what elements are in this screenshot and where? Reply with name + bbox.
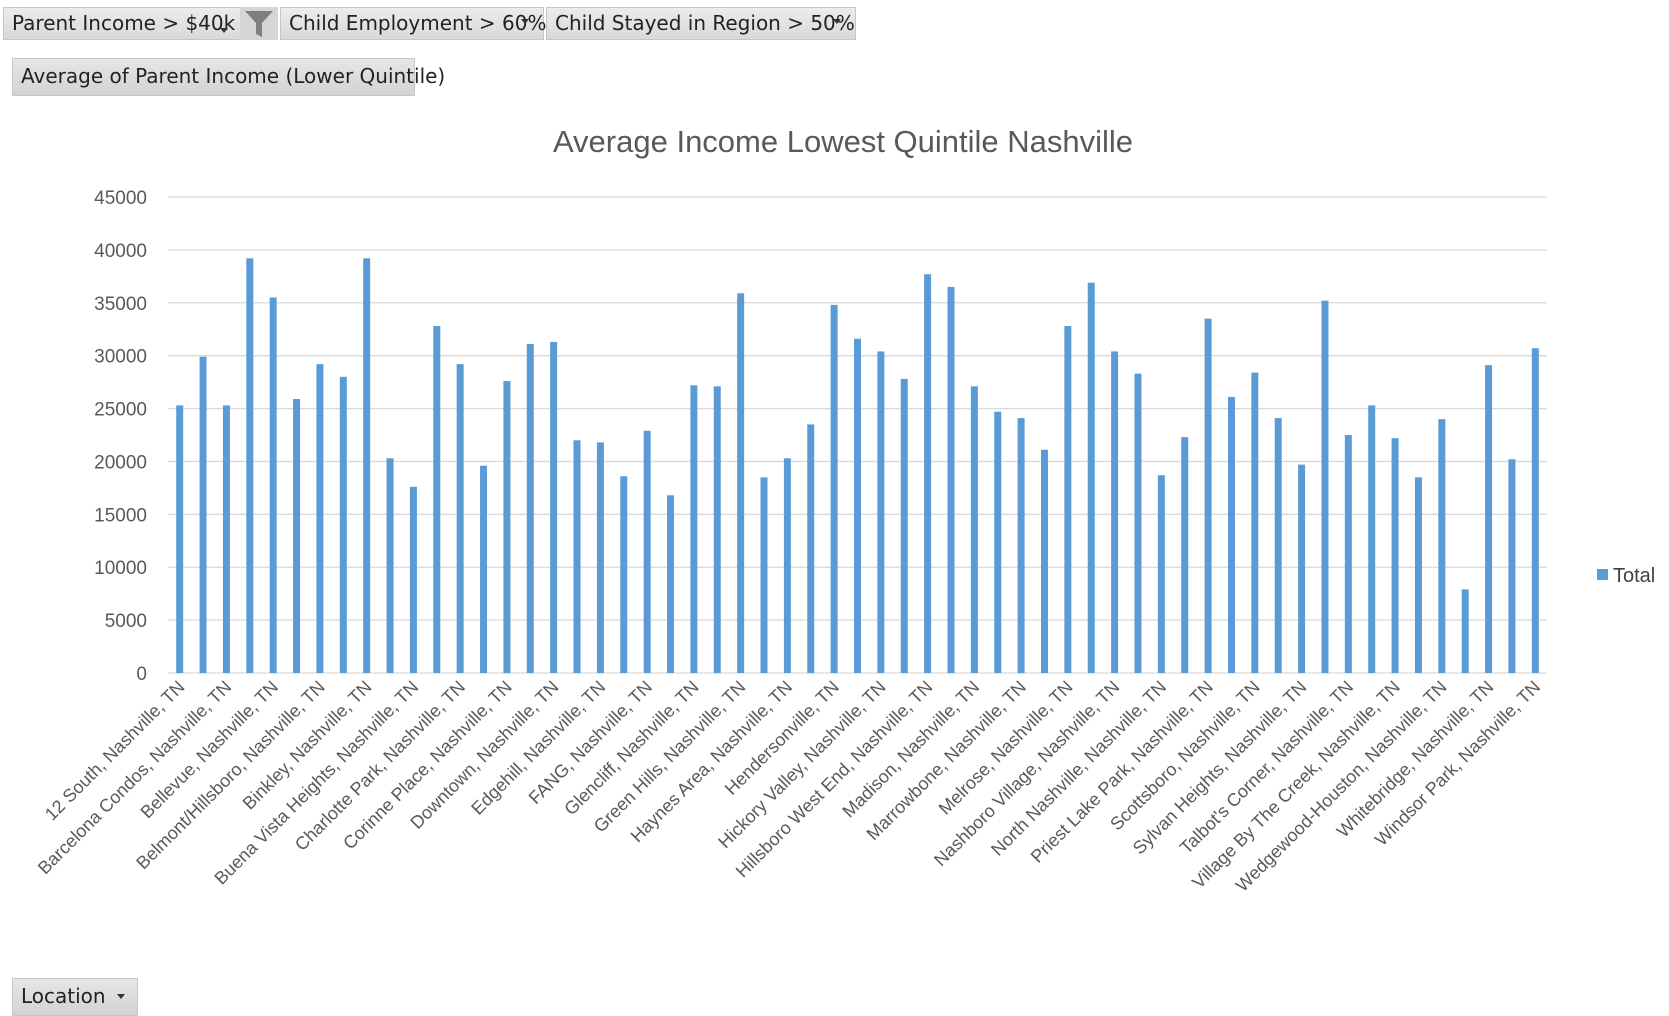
bar — [293, 399, 301, 673]
value-field-button[interactable]: Average of Parent Income (Lower Quintile… — [12, 58, 445, 96]
bar — [1298, 464, 1306, 673]
y-tick-label: 40000 — [94, 241, 147, 262]
chevron-down-icon — [220, 28, 228, 33]
bar — [1485, 365, 1493, 673]
bar — [1111, 351, 1119, 673]
x-tick-label: Charlotte Park, Nashville, TN — [291, 677, 469, 855]
bar — [900, 378, 908, 673]
axis-field-label: Location — [21, 984, 106, 1008]
y-tick-label: 30000 — [94, 347, 147, 368]
bar — [433, 326, 441, 673]
bar — [526, 344, 534, 673]
bar — [363, 258, 371, 673]
value-field-label: Average of Parent Income (Lower Quintile… — [21, 64, 446, 88]
bar — [830, 304, 838, 673]
bar — [620, 476, 628, 673]
bar — [222, 405, 230, 673]
bar — [456, 364, 464, 673]
bar — [807, 424, 815, 673]
bar — [1414, 477, 1422, 673]
bar — [854, 338, 861, 673]
bar — [386, 458, 394, 673]
bar — [176, 405, 184, 673]
y-tick-label: 45000 — [94, 188, 147, 209]
bar — [1321, 300, 1329, 673]
bar — [269, 297, 277, 673]
bar — [667, 495, 675, 673]
bar — [1181, 437, 1189, 673]
chevron-down-icon — [833, 19, 841, 24]
bar — [1204, 318, 1212, 673]
filter-parent-income-label: Parent Income > $40k — [12, 11, 236, 35]
filter-child-employment-label: Child Employment > 60% — [289, 11, 547, 35]
bar — [1344, 435, 1352, 673]
x-tick-label: Barcelona Condos, Nashville, TN — [34, 677, 235, 878]
filter-child-employment[interactable]: Child Employment > 60% — [280, 7, 547, 40]
bar — [1134, 373, 1142, 673]
bar — [1508, 459, 1516, 673]
chevron-down-icon — [117, 994, 125, 999]
bar — [924, 274, 932, 673]
bar — [550, 341, 558, 673]
bar — [1274, 418, 1282, 673]
legend-label: Total — [1613, 565, 1655, 587]
filter-child-stayed[interactable]: Child Stayed in Region > 50% — [546, 7, 856, 40]
bar — [339, 376, 347, 673]
y-tick-label: 5000 — [105, 611, 147, 632]
bar — [713, 386, 721, 673]
bar — [1461, 589, 1469, 673]
bar — [503, 381, 511, 673]
axis-field-button[interactable]: Location — [12, 978, 138, 1016]
bar — [1017, 418, 1025, 673]
y-tick-label: 15000 — [94, 505, 147, 526]
bar — [947, 286, 955, 673]
chevron-down-icon — [521, 19, 529, 24]
filter-child-stayed-label: Child Stayed in Region > 50% — [555, 11, 855, 35]
y-tick-label: 10000 — [94, 558, 147, 579]
bar — [877, 351, 885, 673]
bar — [573, 440, 581, 673]
bar — [1391, 438, 1399, 673]
bar — [690, 385, 698, 673]
bar — [760, 477, 768, 673]
bar — [596, 442, 604, 673]
bar — [246, 258, 254, 673]
bar — [1087, 282, 1095, 673]
y-tick-label: 35000 — [94, 294, 147, 315]
bar — [970, 386, 978, 673]
chart-title: Average Income Lowest Quintile Nashville — [553, 124, 1133, 159]
y-tick-label: 0 — [136, 664, 147, 685]
bar — [480, 465, 488, 673]
y-tick-label: 25000 — [94, 400, 147, 421]
bar — [409, 486, 417, 673]
bar — [1040, 449, 1048, 673]
bar — [994, 411, 1002, 673]
bar — [1157, 475, 1165, 673]
y-tick-label: 20000 — [94, 452, 147, 473]
bar — [316, 364, 324, 673]
bar — [1064, 326, 1072, 673]
bar — [737, 293, 745, 673]
filter-funnel-icon[interactable] — [240, 7, 278, 40]
bar — [643, 430, 651, 673]
bar — [1438, 419, 1446, 673]
bar — [199, 356, 207, 673]
legend-swatch — [1597, 569, 1608, 580]
filter-parent-income[interactable]: Parent Income > $40k — [3, 7, 243, 40]
bar — [1531, 348, 1539, 673]
bar — [1227, 396, 1235, 673]
bar — [1251, 372, 1259, 673]
bar — [1368, 405, 1376, 673]
bar — [783, 458, 791, 673]
